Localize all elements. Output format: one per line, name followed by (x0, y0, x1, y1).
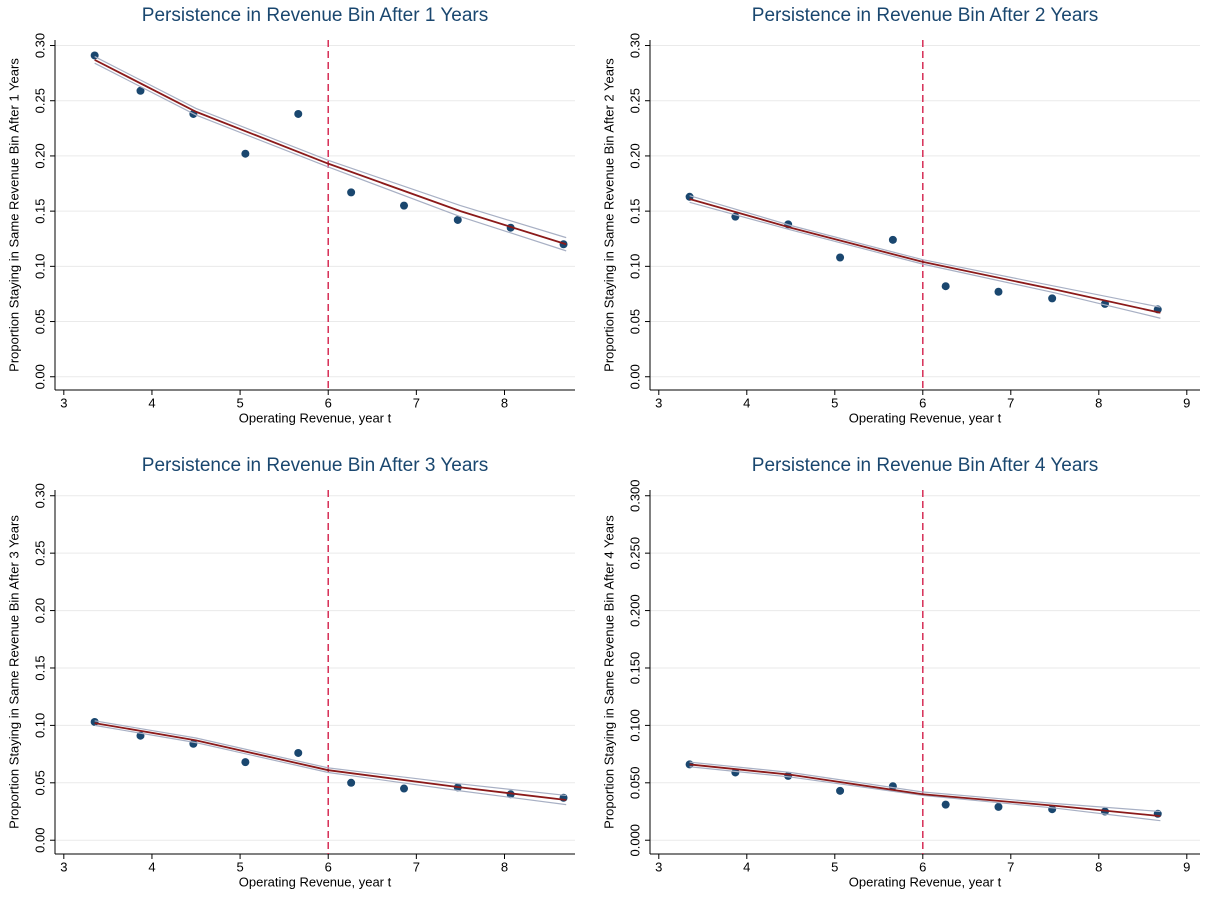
x-tick-label: 4 (148, 395, 155, 410)
x-tick-label: 7 (1007, 859, 1014, 874)
y-axis-label: Proportion Staying in Same Revenue Bin A… (6, 515, 21, 829)
x-tick-label: 3 (60, 859, 67, 874)
data-point (294, 109, 303, 118)
x-tick-label: 6 (325, 859, 332, 874)
data-point (836, 786, 845, 795)
x-tick-label: 7 (413, 859, 420, 874)
x-tick-label: 6 (325, 395, 332, 410)
chart-title: Persistence in Revenue Bin After 3 Years (142, 455, 488, 476)
x-axis-label: Operating Revenue, year t (849, 410, 1002, 425)
data-point (136, 86, 145, 95)
y-tick-label: 0.10 (32, 254, 47, 279)
confidence-band (689, 201, 1161, 319)
y-tick-label: 0.050 (627, 767, 642, 800)
x-tick-label: 4 (148, 859, 155, 874)
y-tick-label: 0.05 (32, 770, 47, 795)
y-tick-label: 0.15 (627, 198, 642, 223)
data-point (888, 235, 897, 244)
fit-line (94, 722, 567, 801)
x-axis-label: Operating Revenue, year t (239, 410, 392, 425)
x-tick-label: 3 (655, 859, 662, 874)
x-tick-label: 7 (413, 395, 420, 410)
y-tick-label: 0.25 (32, 88, 47, 113)
data-point (1048, 294, 1057, 303)
y-tick-label: 0.05 (627, 309, 642, 334)
x-tick-label: 8 (501, 859, 508, 874)
y-axis-label: Proportion Staying in Same Revenue Bin A… (6, 58, 21, 372)
y-tick-label: 0.30 (32, 483, 47, 508)
data-point (994, 802, 1003, 811)
x-tick-label: 4 (743, 395, 750, 410)
data-point (90, 717, 99, 726)
confidence-band (94, 724, 567, 806)
confidence-band (689, 195, 1161, 308)
x-tick-label: 5 (831, 395, 838, 410)
y-tick-label: 0.10 (32, 713, 47, 738)
y-axis-label: Proportion Staying in Same Revenue Bin A… (601, 58, 616, 372)
y-tick-label: 0.00 (32, 364, 47, 389)
fit-line (689, 763, 1161, 818)
y-tick-label: 0.20 (32, 598, 47, 623)
y-tick-label: 0.10 (627, 254, 642, 279)
confidence-band (689, 766, 1161, 822)
x-tick-label: 5 (236, 395, 243, 410)
y-tick-label: 0.30 (627, 33, 642, 58)
data-point (241, 149, 250, 158)
fit-line (689, 198, 1161, 314)
confidence-band (94, 56, 567, 239)
y-tick-label: 0.05 (32, 309, 47, 334)
y-tick-label: 0.100 (627, 709, 642, 742)
y-tick-label: 0.15 (32, 198, 47, 223)
x-tick-label: 6 (919, 859, 926, 874)
x-tick-label: 5 (831, 859, 838, 874)
x-axis-label: Operating Revenue, year t (239, 874, 392, 889)
y-tick-label: 0.00 (32, 828, 47, 853)
y-tick-label: 0.150 (627, 652, 642, 685)
x-tick-label: 8 (1095, 395, 1102, 410)
y-tick-label: 0.00 (627, 364, 642, 389)
x-tick-label: 3 (655, 395, 662, 410)
y-tick-label: 0.30 (32, 33, 47, 58)
data-point (241, 758, 250, 767)
y-tick-label: 0.000 (627, 824, 642, 857)
y-tick-label: 0.250 (627, 537, 642, 570)
data-point (347, 778, 356, 787)
chart-title: Persistence in Revenue Bin After 4 Years (752, 455, 1098, 476)
x-tick-label: 3 (60, 395, 67, 410)
y-tick-label: 0.200 (627, 594, 642, 627)
y-tick-label: 0.20 (32, 143, 47, 168)
data-point (294, 748, 303, 757)
x-tick-label: 4 (743, 859, 750, 874)
data-point (994, 287, 1003, 296)
data-point (941, 282, 950, 291)
x-tick-label: 6 (919, 395, 926, 410)
y-tick-label: 0.25 (32, 540, 47, 565)
data-point (400, 201, 409, 210)
data-point (400, 784, 409, 793)
y-tick-label: 0.25 (627, 88, 642, 113)
x-tick-label: 8 (501, 395, 508, 410)
x-tick-label: 9 (1183, 395, 1190, 410)
y-tick-label: 0.300 (627, 479, 642, 512)
data-point (731, 768, 740, 777)
y-axis-label: Proportion Staying in Same Revenue Bin A… (601, 515, 616, 829)
data-point (347, 188, 356, 197)
x-tick-label: 7 (1007, 395, 1014, 410)
data-point (941, 800, 950, 809)
confidence-band (689, 761, 1161, 813)
data-point (836, 253, 845, 262)
fit-line (94, 59, 567, 246)
data-point (453, 215, 462, 224)
chart-title: Persistence in Revenue Bin After 2 Years (752, 5, 1098, 26)
x-axis-label: Operating Revenue, year t (849, 874, 1002, 889)
y-tick-label: 0.15 (32, 655, 47, 680)
x-tick-label: 9 (1183, 859, 1190, 874)
x-tick-label: 5 (236, 859, 243, 874)
y-tick-label: 0.20 (627, 143, 642, 168)
chart-title: Persistence in Revenue Bin After 1 Years (142, 5, 488, 26)
confidence-band (94, 62, 567, 252)
confidence-band (94, 720, 567, 797)
x-tick-label: 8 (1095, 859, 1102, 874)
